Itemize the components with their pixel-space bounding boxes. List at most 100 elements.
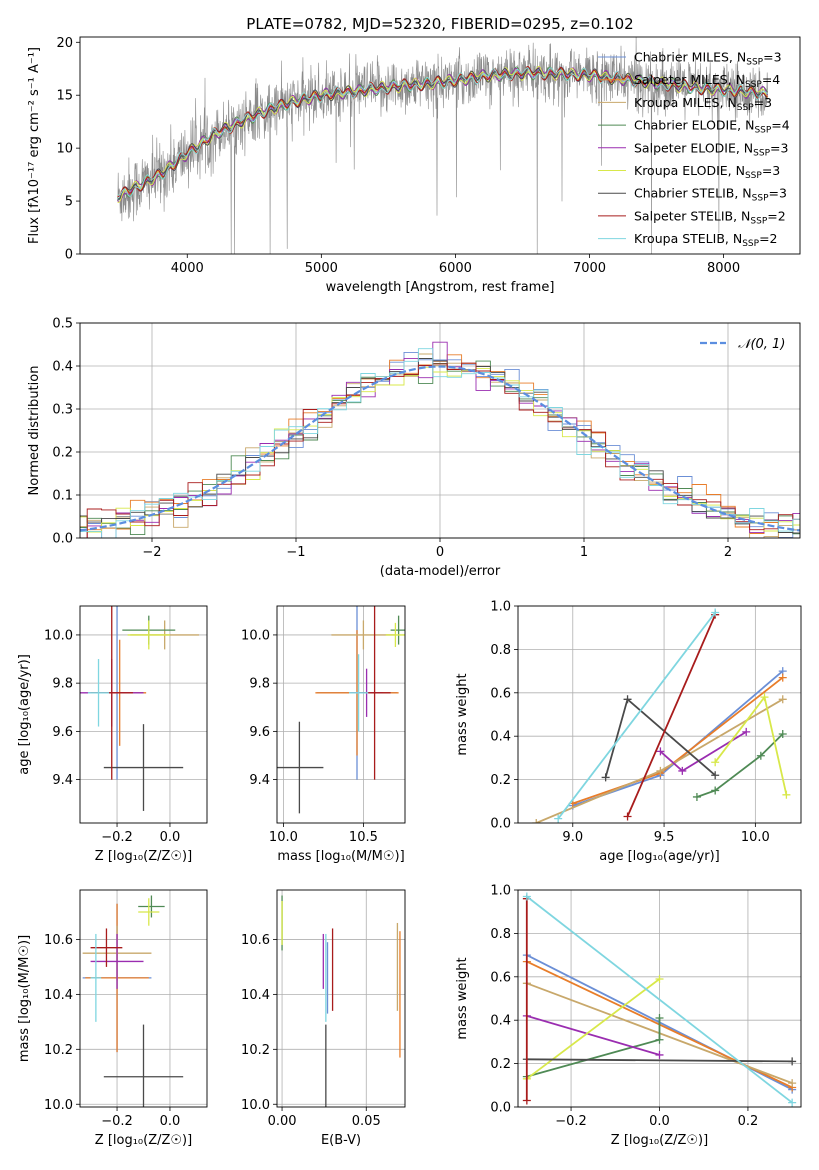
y-tick-label: 1.0 xyxy=(490,884,511,899)
axes-frame xyxy=(79,605,208,824)
errorbar-point-kroupa-miles xyxy=(331,620,396,650)
axes-frame xyxy=(517,605,802,824)
x-tick-label: 0.00 xyxy=(268,1114,297,1129)
panel-spectrum: 4000 5000 6000 7000 8000 0 5 10 15 20 wavelength [… xyxy=(27,36,801,295)
x-tick-label: 9.5 xyxy=(654,830,675,845)
legend-label-part: SSP xyxy=(753,148,770,158)
errorbar-point-kroupa-stelib xyxy=(90,933,102,1022)
weight-line-kroupa-elodie xyxy=(714,695,788,795)
y-tick-label: 10.4 xyxy=(241,988,270,1003)
panel-weight_vs_age: 9.0 9.5 10.0 0.0 0.2 0.4 0.6 0.8 1.0 age [log₁₀(a… xyxy=(455,600,802,864)
spectrum-model-kroupa-stelib xyxy=(117,67,768,197)
histogram-kroupa-stelib xyxy=(80,348,800,538)
legend-label: Chabrier STELIB, NSSP=3 xyxy=(634,186,787,204)
y-tick-label: 20 xyxy=(56,36,73,51)
plot-area xyxy=(532,608,791,823)
legend-label-part: Kroupa ELODIE, N xyxy=(634,163,745,178)
weight-marker xyxy=(711,758,720,767)
axes-frame xyxy=(276,605,406,824)
x-tick-label: −1 xyxy=(286,545,305,560)
legend: 𝒩(0, 1) xyxy=(700,337,785,352)
x-tick-label: 10.0 xyxy=(269,830,298,845)
y-tick-label: 9.6 xyxy=(52,725,73,740)
legend-label: Kroupa MILES, NSSP=3 xyxy=(634,95,772,113)
errorbar-point-kroupa-elodie xyxy=(385,622,405,647)
x-tick-label: 2 xyxy=(724,545,732,560)
x-tick-label: 0.05 xyxy=(352,1114,381,1129)
y-tick-label: 0.4 xyxy=(490,730,511,745)
histogram-kroupa-elodie xyxy=(80,366,800,533)
spectrum-model-salpeter-stelib xyxy=(117,66,768,197)
errorbar-point-chabrier-stelib xyxy=(103,1024,184,1107)
legend-label: Chabrier MILES, NSSP=3 xyxy=(634,50,782,68)
y-tick-label: 10.4 xyxy=(44,988,73,1003)
legend-label-part: =2 xyxy=(767,208,785,223)
weight-line-kroupa-elodie xyxy=(526,978,661,1080)
legend-label: Salpeter MILES, NSSP=4 xyxy=(634,72,780,90)
x-tick-label: 9.0 xyxy=(562,830,583,845)
weight-line-salpeter-miles xyxy=(572,676,784,805)
axes: 9.0 9.5 10.0 0.0 0.2 0.4 0.6 0.8 1.0 age [log₁₀(a… xyxy=(455,600,802,864)
axes: 4000 5000 6000 7000 8000 0 5 10 15 20 wavelength [… xyxy=(27,36,801,295)
legend-label-part: =3 xyxy=(754,95,772,110)
legend-label-part: Salpeter MILES, N xyxy=(634,72,745,87)
x-tick-label: 0.2 xyxy=(738,1114,759,1129)
weight-marker xyxy=(788,1079,797,1088)
y-tick-label: 10.6 xyxy=(241,933,270,948)
y-tick-label: 9.8 xyxy=(52,677,73,692)
weight-marker xyxy=(760,693,769,702)
weight-marker xyxy=(655,974,664,983)
y-tick-label: 0.0 xyxy=(490,1101,511,1116)
legend-label-part: Chabrier MILES, N xyxy=(634,50,746,65)
weight-marker xyxy=(756,751,765,760)
axes: −0.2 0.0 9.4 9.6 9.8 10.0 Z [log₁₀(Z/Z☉)] age [… xyxy=(17,605,208,864)
y-tick-label: 0.4 xyxy=(52,360,73,375)
plot-area xyxy=(80,606,200,811)
weight-marker xyxy=(692,792,701,801)
weight-line-salpeter-elodie xyxy=(526,1015,660,1056)
legend-label-part: SSP xyxy=(737,103,754,113)
y-tick-label: 10.2 xyxy=(241,1043,270,1058)
weight-marker xyxy=(522,1096,531,1105)
grid xyxy=(518,605,801,824)
axes-frame xyxy=(276,889,406,1108)
errorbar-point-salpeter-elodie xyxy=(90,933,144,989)
x-tick-label: 0.0 xyxy=(649,1114,670,1129)
legend-label: 𝒩(0, 1) xyxy=(738,337,785,352)
weight-marker xyxy=(601,773,610,782)
axes-frame xyxy=(79,36,801,255)
legend-label-part: =4 xyxy=(762,72,780,87)
errorbar-point-chabrier-elodie xyxy=(138,895,165,918)
weight-marker xyxy=(532,819,541,823)
legend-label: Kroupa ELODIE, NSSP=3 xyxy=(634,163,780,181)
y-tick-label: 10.0 xyxy=(241,1098,270,1113)
y-tick-label: 0.5 xyxy=(52,317,73,332)
y-tick-label: 0.6 xyxy=(490,970,511,985)
histogram-salpeter-stelib xyxy=(80,362,800,538)
weight-line-kroupa-stelib xyxy=(526,895,793,1104)
errorbar-point-chabrier-stelib xyxy=(103,724,184,811)
weight-marker xyxy=(656,766,665,775)
x-axis-label: Z [log₁₀(Z/Z☉)] xyxy=(95,1133,192,1148)
x-tick-label: 0.0 xyxy=(160,1114,181,1129)
gaussian-curve xyxy=(80,365,800,532)
errorbar-point-kroupa-elodie xyxy=(138,898,160,926)
y-tick-label: 0.2 xyxy=(490,1057,511,1072)
axes-frame xyxy=(517,889,802,1108)
weight-marker xyxy=(778,695,787,704)
plot-area xyxy=(82,895,184,1107)
plot-area xyxy=(522,892,797,1107)
errorbar-point-chabrier-stelib xyxy=(277,721,324,814)
x-tick-label: 0.0 xyxy=(160,830,181,845)
axes: −0.2 0.0 10.0 10.2 10.4 10.6 Z [log₁₀(Z/Z☉)] ma… xyxy=(17,889,208,1148)
weight-marker xyxy=(655,1050,664,1059)
legend-label: Salpeter ELODIE, NSSP=3 xyxy=(634,140,788,158)
grid xyxy=(277,890,405,1107)
weight-marker xyxy=(711,786,720,795)
histogram-chabrier-elodie xyxy=(80,360,800,536)
x-tick-label: 7000 xyxy=(573,261,606,276)
y-tick-label: 0.8 xyxy=(490,643,511,658)
weight-marker xyxy=(742,727,751,736)
weight-marker xyxy=(782,790,791,799)
